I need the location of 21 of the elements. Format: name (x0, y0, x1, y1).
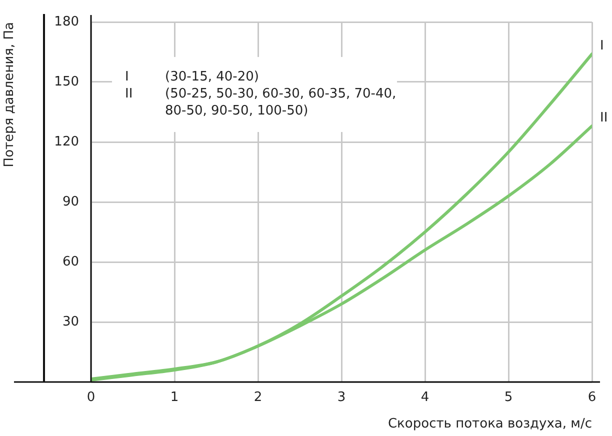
x-tick-label: 6 (588, 390, 596, 406)
y-tick-label: 90 (62, 194, 79, 210)
x-axis-title: Скорость потока воздуха, м/с (388, 416, 592, 432)
x-tick-label: 2 (254, 390, 262, 406)
annotation: (30-15, 40-20) (165, 69, 259, 84)
y-axis-title: Потеря давления, Па (2, 22, 18, 168)
series-label: I (600, 38, 604, 54)
text: II (125, 86, 133, 102)
y-tick-label: 60 (62, 254, 79, 270)
series-label: II (600, 110, 608, 126)
annotation: (50-25, 50-30, 60-30, 60-35, 70-40, 80-50, 90-50, 100-50) (165, 86, 396, 118)
text: I (125, 69, 129, 84)
y-tick-label: 180 (54, 14, 79, 30)
x-tick-label: 5 (504, 390, 513, 406)
x-tick-label: 4 (420, 390, 430, 406)
y-tick-label: 150 (54, 74, 79, 90)
y-tick-label: 120 (54, 134, 79, 150)
x-tick-label: 3 (337, 390, 346, 406)
x-tick-label: 0 (86, 390, 96, 406)
x-tick-label: 1 (170, 390, 179, 406)
y-tick-label: 30 (62, 314, 79, 330)
